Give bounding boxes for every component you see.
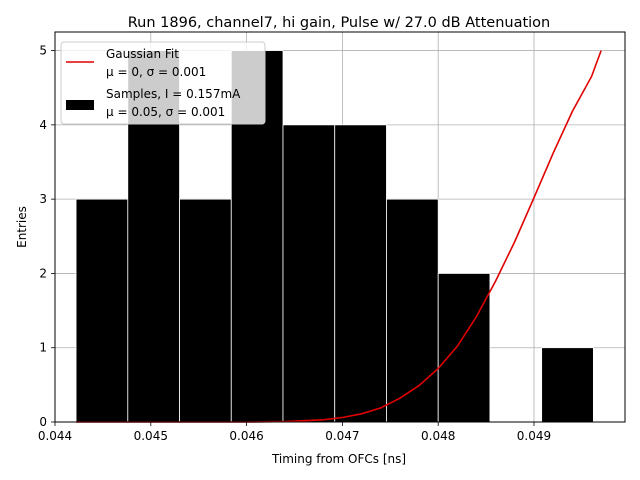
x-tick-label: 0.049 xyxy=(517,429,551,443)
x-axis-ticks: 0.044 0.045 0.046 0.047 0.048 0.049 xyxy=(38,422,551,443)
histogram-bar xyxy=(75,198,129,423)
x-tick-label: 0.048 xyxy=(421,429,455,443)
legend: Gaussian Fit μ = 0, σ = 0.001 Samples, I… xyxy=(60,41,266,125)
y-tick-label: 3 xyxy=(39,192,47,206)
x-tick-label: 0.047 xyxy=(325,429,359,443)
fit-curve-group xyxy=(76,50,602,423)
histogram-bar xyxy=(282,124,336,423)
fit-curve-line xyxy=(76,50,602,423)
legend-box xyxy=(60,41,266,125)
legend-fit-name: Gaussian Fit xyxy=(106,47,179,61)
y-tick-label: 5 xyxy=(39,44,47,58)
x-tick-label: 0.045 xyxy=(134,429,168,443)
histogram-bar xyxy=(437,273,491,423)
y-axis-ticks: 0 1 2 3 4 5 xyxy=(39,44,55,429)
y-tick-label: 0 xyxy=(39,415,47,429)
y-tick-label: 4 xyxy=(39,118,47,132)
histogram-bar xyxy=(179,198,232,423)
x-axis-label: Timing from OFCs [ns] xyxy=(271,452,406,466)
histogram-bar xyxy=(541,347,594,423)
histogram-bar xyxy=(386,198,439,423)
legend-samples-stats: μ = 0.05, σ = 0.001 xyxy=(106,105,225,119)
histogram-bar xyxy=(334,124,387,423)
x-tick-label: 0.044 xyxy=(38,429,72,443)
x-tick-label: 0.046 xyxy=(229,429,263,443)
y-axis-label: Entries xyxy=(15,206,29,248)
y-tick-label: 1 xyxy=(39,341,47,355)
legend-samples-swatch xyxy=(66,100,94,110)
legend-fit-stats: μ = 0, σ = 0.001 xyxy=(106,65,206,79)
legend-samples-name: Samples, I = 0.157mA xyxy=(106,87,241,101)
chart-title: Run 1896, channel7, hi gain, Pulse w/ 27… xyxy=(128,15,551,31)
y-tick-label: 2 xyxy=(39,266,47,280)
plot-frame xyxy=(54,31,626,423)
